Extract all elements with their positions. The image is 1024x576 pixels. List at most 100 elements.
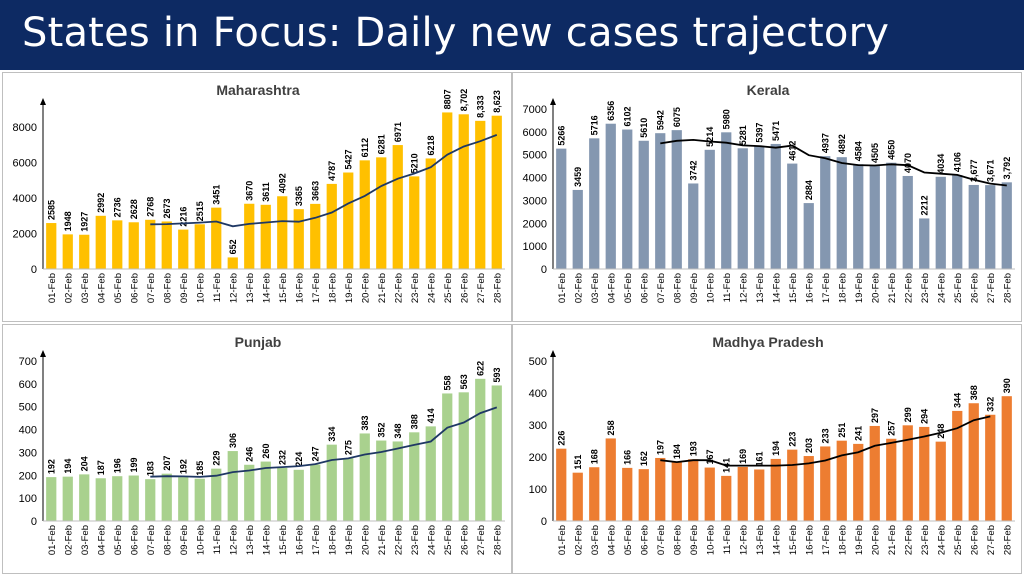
bar (475, 120, 486, 269)
x-tick-label: 09-Feb (179, 273, 190, 303)
data-label: 368 (969, 385, 979, 400)
x-tick-label: 21-Feb (887, 273, 898, 303)
data-label: 194 (771, 441, 781, 456)
x-tick-label: 03-Feb (80, 273, 91, 303)
bar (770, 458, 781, 521)
bar (442, 393, 453, 521)
data-label: 1948 (63, 211, 73, 231)
bar (310, 203, 321, 269)
x-tick-label: 11-Feb (722, 273, 733, 302)
x-tick-label: 07-Feb (656, 273, 667, 303)
y-tick-label: 4000 (13, 193, 37, 205)
bar (968, 403, 979, 521)
x-tick-label: 26-Feb (459, 273, 470, 303)
data-label: 192 (47, 459, 57, 474)
y-axis-arrow (550, 98, 556, 105)
data-label: 348 (393, 423, 403, 438)
data-label: 232 (278, 450, 288, 465)
x-tick-label: 05-Feb (623, 525, 634, 555)
bar (227, 257, 238, 269)
bar (836, 157, 847, 269)
x-tick-label: 15-Feb (788, 525, 799, 555)
x-tick-label: 09-Feb (689, 525, 700, 555)
x-tick-label: 11-Feb (722, 525, 733, 554)
y-tick-label: 0 (31, 264, 37, 276)
y-tick-label: 500 (19, 402, 37, 414)
x-tick-label: 16-Feb (804, 525, 815, 555)
bar (589, 138, 600, 269)
bar (62, 476, 73, 521)
bar (919, 218, 930, 269)
x-tick-label: 13-Feb (245, 525, 256, 555)
bar (260, 204, 271, 269)
x-tick-label: 18-Feb (837, 525, 848, 555)
data-label: 260 (261, 444, 271, 459)
bar (985, 185, 996, 269)
bar (770, 143, 781, 269)
data-label: 203 (804, 438, 814, 453)
data-label: 4505 (870, 143, 880, 163)
x-tick-label: 19-Feb (344, 273, 355, 303)
data-label: 2515 (195, 201, 205, 221)
bar (79, 474, 90, 521)
x-tick-label: 05-Feb (113, 273, 124, 303)
bar (572, 472, 583, 521)
data-label: 622 (476, 361, 486, 376)
data-label: 388 (410, 414, 420, 429)
bar (227, 451, 238, 521)
bar (985, 414, 996, 521)
bar (392, 145, 403, 269)
data-label: 151 (573, 455, 583, 470)
data-label: 185 (195, 461, 205, 476)
data-label: 248 (936, 424, 946, 439)
x-tick-label: 01-Feb (557, 525, 568, 555)
y-tick-label: 6000 (13, 157, 37, 169)
data-label: 204 (80, 456, 90, 471)
chart-panel-madhya-pradesh: Madhya Pradesh 0 100 200 300 400 500 226 01-Feb 1… (512, 324, 1022, 574)
x-tick-label: 02-Feb (63, 525, 74, 555)
bar (935, 441, 946, 521)
bar (409, 432, 420, 521)
x-tick-label: 08-Feb (672, 273, 683, 303)
data-label: 3742 (689, 160, 699, 180)
data-label: 2212 (920, 195, 930, 215)
data-label: 196 (113, 458, 123, 473)
data-label: 192 (179, 459, 189, 474)
y-tick-label: 6000 (523, 127, 547, 139)
data-label: 187 (96, 460, 106, 475)
data-label: 3,677 (969, 159, 979, 182)
chart-madhya-pradesh: Madhya Pradesh 0 100 200 300 400 500 226 01-Feb 1… (529, 334, 1015, 555)
x-tick-label: 04-Feb (606, 273, 617, 303)
bar (704, 149, 715, 269)
chart-panel-punjab: Punjab 0 100 200 300 400 500 600 700 192 01-Feb 194… (2, 324, 512, 574)
data-label: 5942 (656, 110, 666, 130)
data-label: 167 (705, 450, 715, 465)
x-tick-label: 10-Feb (195, 273, 206, 303)
x-tick-label: 02-Feb (573, 525, 584, 555)
data-label: 246 (245, 447, 255, 462)
x-tick-label: 03-Feb (590, 525, 601, 555)
data-label: 294 (920, 409, 930, 424)
x-tick-label: 27-Feb (476, 525, 487, 555)
data-label: 3,792 (1002, 157, 1012, 180)
x-tick-label: 24-Feb (936, 273, 947, 303)
bar (310, 464, 321, 521)
x-tick-label: 12-Feb (738, 273, 749, 303)
data-label: 275 (344, 440, 354, 455)
data-label: 8,623 (492, 90, 502, 113)
data-label: 247 (311, 447, 321, 462)
bar (359, 433, 370, 521)
data-label: 2585 (47, 200, 57, 220)
bar (754, 145, 765, 269)
bar (343, 458, 354, 521)
y-axis-arrow (550, 350, 556, 357)
data-label: 332 (986, 397, 996, 412)
x-tick-label: 25-Feb (443, 273, 454, 303)
x-tick-label: 18-Feb (837, 273, 848, 303)
y-tick-label: 200 (19, 470, 37, 482)
y-tick-label: 400 (529, 388, 547, 400)
bar (161, 473, 172, 521)
moving-average-line (150, 134, 498, 228)
x-tick-label: 26-Feb (969, 525, 980, 555)
bar (392, 441, 403, 521)
